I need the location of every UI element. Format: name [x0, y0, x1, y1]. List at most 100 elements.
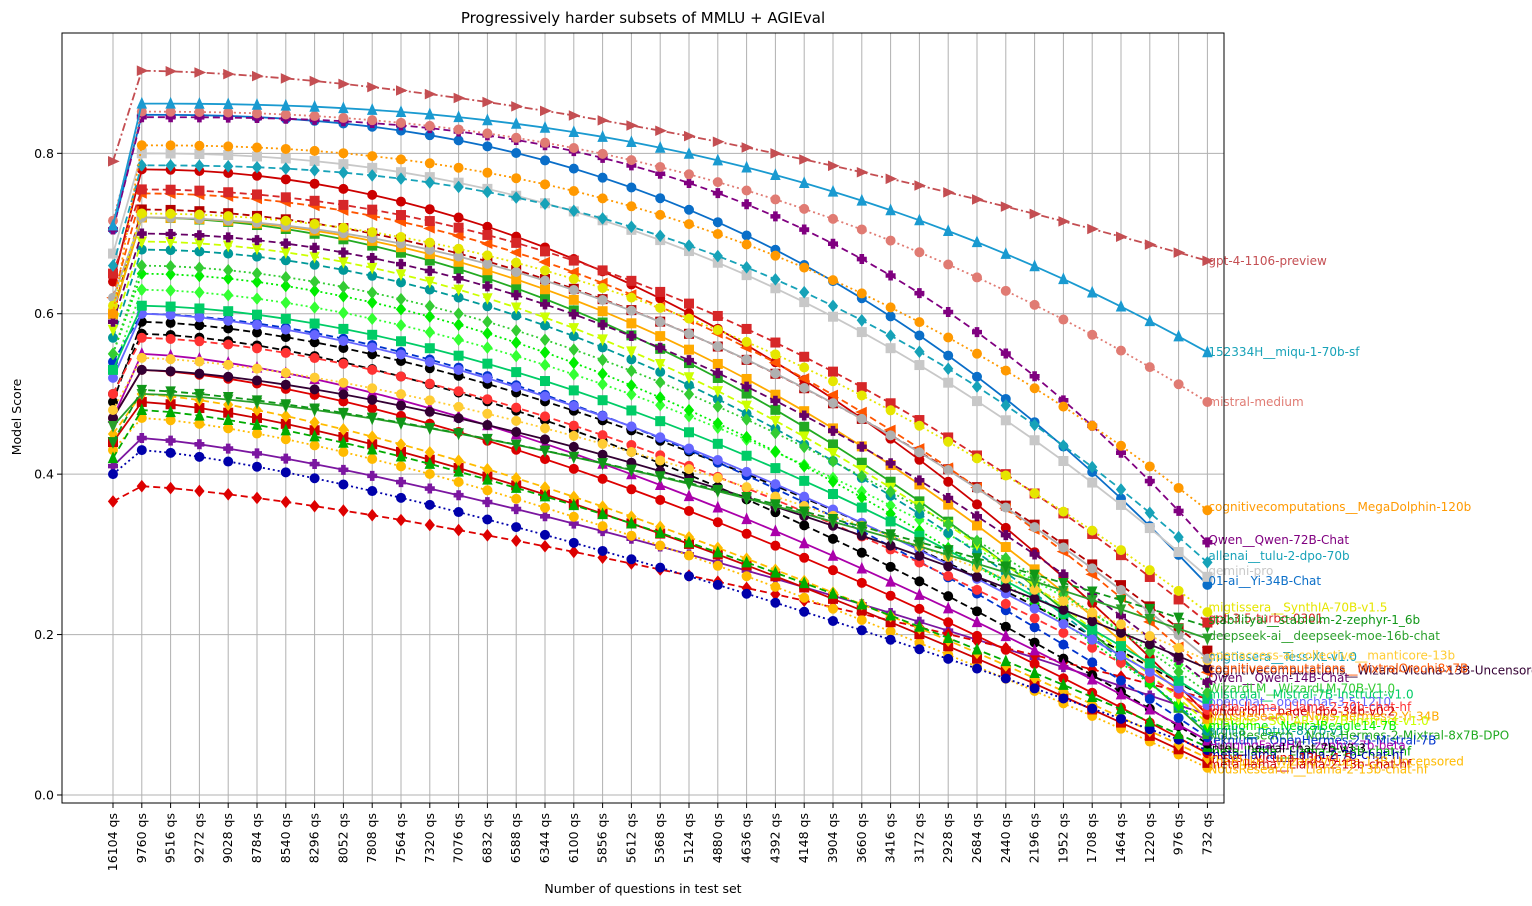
data-point: [799, 224, 810, 235]
data-point: [510, 481, 522, 493]
data-point: [223, 272, 234, 285]
data-point: [799, 154, 811, 165]
data-point: [511, 101, 523, 112]
data-point: [453, 350, 464, 361]
data-point: [885, 458, 896, 469]
data-point: [511, 191, 522, 204]
data-point: [1116, 713, 1126, 724]
data-point: [568, 511, 579, 522]
data-point: [223, 315, 234, 326]
data-point: [395, 105, 407, 117]
series-end-label: TheBloke__Wizard-Vicuna-13B-Uncensored: [1207, 754, 1464, 768]
data-point: [770, 540, 781, 551]
data-point: [223, 443, 234, 454]
data-point: [741, 336, 752, 347]
data-point: [856, 413, 867, 424]
data-point: [597, 283, 608, 294]
data-point: [568, 186, 579, 197]
data-point: [856, 327, 867, 338]
data-point: [367, 189, 378, 200]
data-point: [828, 489, 838, 500]
data-point: [568, 294, 579, 305]
data-point: [597, 172, 608, 183]
data-point: [712, 324, 723, 335]
data-point: [943, 476, 954, 487]
data-point: [856, 314, 867, 327]
data-point: [683, 477, 695, 490]
data-point: [309, 384, 320, 395]
data-point: [252, 213, 262, 224]
data-point: [1202, 653, 1213, 664]
data-point: [1173, 612, 1184, 625]
data-point: [1144, 666, 1155, 677]
data-point: [1202, 505, 1213, 516]
data-point: [684, 177, 694, 188]
data-point: [828, 398, 838, 409]
data-point: [424, 88, 437, 100]
data-point: [626, 388, 637, 401]
data-point: [827, 549, 839, 561]
data-point: [366, 442, 378, 455]
x-tick-label: 976 qs: [1171, 813, 1186, 855]
data-point: [309, 218, 320, 229]
data-point: [943, 436, 954, 447]
data-point: [252, 319, 262, 330]
data-point: [655, 229, 666, 243]
data-point: [972, 606, 982, 617]
data-point: [971, 615, 983, 628]
data-point: [453, 162, 464, 173]
data-point: [309, 195, 320, 206]
data-point: [280, 434, 291, 445]
data-point: [942, 224, 954, 236]
data-point: [684, 130, 696, 142]
data-point: [539, 445, 551, 458]
data-point: [453, 307, 464, 320]
data-point: [136, 352, 147, 363]
data-point: [655, 193, 666, 204]
data-point: [827, 447, 839, 460]
data-point: [626, 220, 637, 234]
y-tick-label: 0.4: [34, 467, 54, 482]
data-point: [1087, 616, 1098, 627]
data-point: [799, 552, 810, 563]
data-point: [597, 367, 608, 381]
data-point: [165, 447, 176, 458]
plot-frame: [61, 32, 1225, 804]
data-point: [395, 417, 407, 430]
data-point: [396, 196, 406, 207]
data-point: [309, 330, 320, 341]
data-point: [424, 378, 435, 389]
data-point: [165, 96, 176, 109]
data-point: [453, 490, 464, 501]
data-point: [108, 469, 118, 480]
data-point: [511, 349, 522, 363]
data-point: [568, 385, 579, 396]
data-point: [799, 459, 810, 473]
data-point: [482, 408, 493, 419]
data-point: [1058, 506, 1069, 517]
data-point: [453, 318, 464, 331]
data-point: [453, 135, 464, 146]
data-point: [280, 313, 291, 324]
data-point: [367, 470, 378, 481]
data-point: [194, 368, 205, 379]
data-point: [396, 259, 406, 270]
data-point: [568, 537, 579, 548]
data-point: [1000, 399, 1011, 412]
data-point: [252, 108, 262, 119]
series-allenai__tulu-2-dpo-70b: [107, 159, 1213, 569]
data-point: [972, 520, 982, 531]
data-point: [424, 310, 435, 323]
data-point: [396, 85, 408, 96]
data-point: [367, 403, 378, 414]
data-point: [338, 199, 349, 210]
data-point: [511, 132, 522, 143]
data-point: [856, 390, 867, 401]
data-point: [1087, 657, 1098, 668]
data-point: [194, 159, 205, 172]
data-point: [424, 158, 435, 169]
data-point: [252, 343, 262, 354]
data-point: [654, 526, 666, 538]
data-point: [885, 235, 896, 246]
data-point: [1000, 247, 1012, 259]
